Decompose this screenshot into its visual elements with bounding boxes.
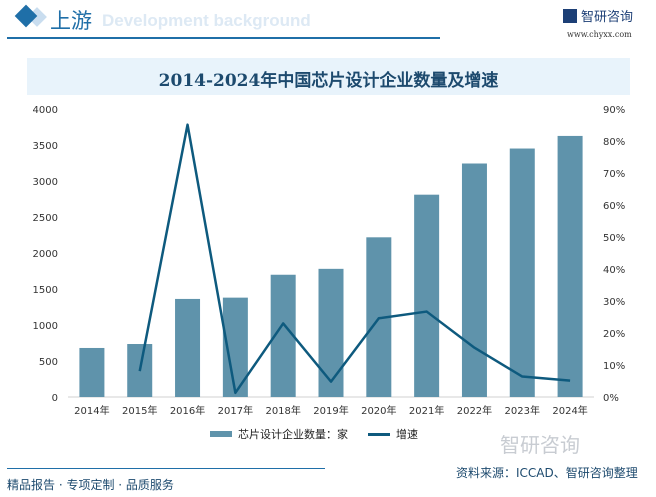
x-tick-label: 2015年 [122,404,157,417]
source-note: 资料来源：ICCAD、智研咨询整理 [456,466,638,480]
x-tick-label: 2016年 [170,404,205,417]
y-left-tick-label: 2000 [33,249,58,260]
y-right-tick-label: 20% [603,329,625,340]
logo: 智研咨询 [563,6,633,25]
x-tick-label: 2017年 [218,404,253,417]
x-tick-label: 2020年 [361,404,396,417]
bar [557,135,583,398]
y-right-tick-label: 10% [603,361,625,372]
bar [509,148,535,397]
background-text: Development background [102,11,311,30]
x-tick-label: 2018年 [265,404,300,417]
x-tick-label: 2021年 [409,404,444,417]
footer-divider [7,468,325,469]
growth-line [138,123,571,395]
y-left-tick-label: 2500 [33,213,58,224]
header-divider [7,37,440,39]
y-left-tick-label: 4000 [33,105,58,116]
y-left-tick-label: 1500 [33,285,58,296]
watermark: 智研咨询 [500,433,580,457]
x-tick-label: 2014年 [74,404,109,417]
y-left-tick-label: 3500 [33,141,58,152]
logo-icon [563,8,577,23]
x-tick-label: 2019年 [313,404,348,417]
y-right-tick-label: 70% [603,169,625,180]
y-left-tick-label: 0 [52,393,58,404]
bar [461,163,487,397]
y-right-tick-label: 50% [603,233,625,244]
legend-bar-label: 芯片设计企业数量：家 [238,428,348,441]
y-left-tick-label: 3000 [33,177,58,188]
legend-line-label: 增速 [396,428,418,441]
footer-slogan: 精品报告 · 专项定制 · 品质服务 [7,478,174,492]
y-right-tick-label: 60% [603,201,625,212]
chart-title: 2014-2024年中国芯片设计企业数量及增速 [158,71,499,91]
legend: 芯片设计企业数量：家 增速 [210,426,418,442]
y-right-tick-label: 80% [603,137,625,148]
y-right-tick-label: 40% [603,265,625,276]
y-left-tick-label: 500 [39,357,58,368]
bar [414,194,440,397]
x-tick-label: 2023年 [505,404,540,417]
title-banner [27,58,630,95]
bar [79,347,105,397]
logo-text: 智研咨询 [581,10,634,25]
legend-line-swatch [368,432,390,436]
section-title: 上游 [50,9,92,33]
bar [175,298,201,397]
y-right-tick-label: 30% [603,297,625,308]
y-right-tick-label: 0% [603,393,619,404]
y-right-tick-label: 90% [603,105,625,116]
y-left-tick-label: 1000 [33,321,58,332]
x-tick-label: 2022年 [457,404,492,417]
legend-bar-swatch [210,431,232,437]
x-tick-label: 2024年 [552,404,587,417]
site-url: www.chyxx.com [567,30,632,39]
bar [318,268,344,397]
